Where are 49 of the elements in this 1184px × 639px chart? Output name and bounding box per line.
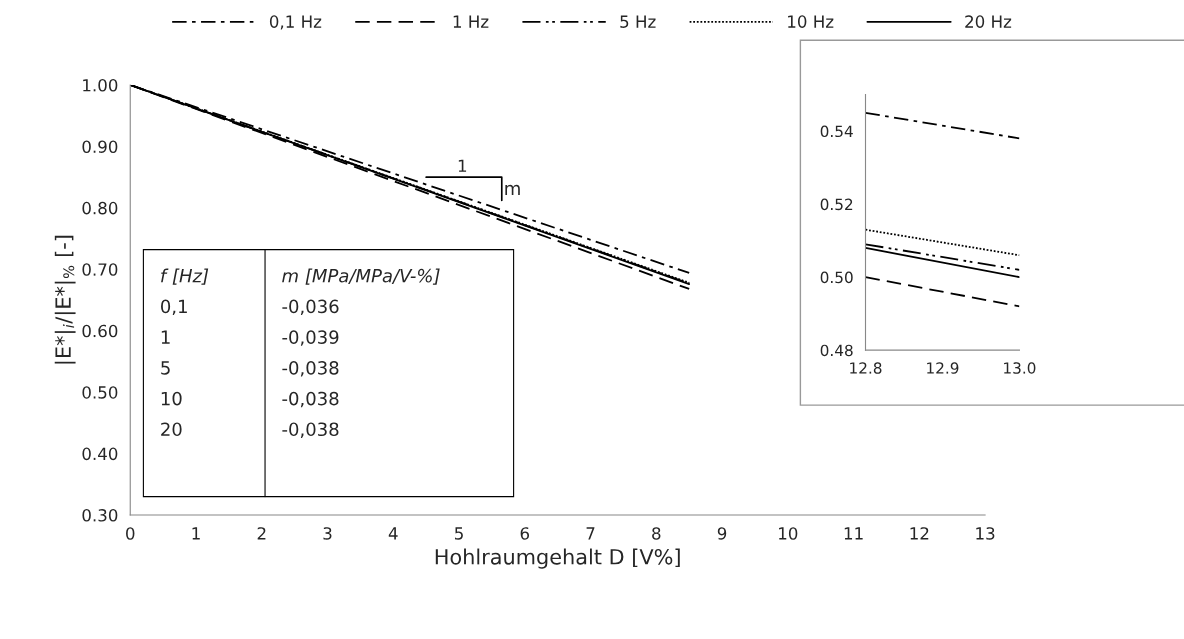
x-tick-label: 5: [455, 527, 463, 540]
x-tick-label: 9: [717, 527, 727, 540]
x-tick-label: 7: [586, 527, 595, 540]
x-tick-label: 6: [520, 527, 530, 540]
x-tick-label: 2: [257, 527, 266, 540]
x-axis-title: Hohlraumgehalt D [V%]: [435, 548, 680, 569]
x-tick-label: 3: [323, 527, 332, 540]
y-tick-label: 0.50: [820, 271, 853, 284]
x-tick-label: 13: [976, 527, 995, 540]
legend-label: 20 Hz: [965, 15, 1012, 28]
x-tick-label: 4: [388, 527, 398, 540]
annotation: -0,038: [282, 391, 339, 408]
legend-label: 10 Hz: [788, 15, 834, 28]
annotation: -0,036: [282, 299, 339, 316]
y-axis-title: |E*|$_{i}$/|E*|$_{%}$ [-]: [54, 235, 76, 364]
annotation: -0,038: [282, 361, 339, 377]
y-tick-label: 0.48: [820, 344, 853, 357]
legend-label: 5 Hz: [620, 15, 656, 28]
legend-label: 1 Hz: [453, 15, 489, 28]
x-tick-label: 1: [192, 527, 200, 540]
annotation: 10: [161, 391, 182, 406]
y-tick-label: 0.52: [820, 198, 853, 211]
annotation: m: [505, 184, 520, 195]
x-tick-label: 12.8: [850, 362, 882, 374]
x-tick-label: 13.0: [1004, 362, 1036, 374]
x-tick-label: 12: [910, 527, 929, 540]
x-tick-label: 12.9: [927, 362, 959, 374]
y-tick-label: 0.60: [82, 324, 118, 338]
annotation: 1: [161, 330, 170, 344]
x-tick-label: 11: [844, 527, 863, 540]
annotation: 0,1: [161, 299, 187, 316]
x-tick-label: 10: [779, 527, 798, 540]
y-tick-label: 0.54: [820, 125, 853, 138]
annotation: -0,039: [282, 330, 339, 346]
y-tick-label: 0.90: [82, 140, 118, 153]
y-tick-label: 0.80: [82, 201, 118, 215]
x-tick-label: 0: [126, 527, 135, 540]
annotation: 20: [161, 422, 182, 437]
annotation: m [MPa/MPa/V-%]: [282, 268, 440, 285]
y-tick-label: 0.30: [82, 509, 118, 522]
legend-label: 0,1 Hz: [269, 15, 322, 30]
annotation: 1: [458, 159, 467, 172]
y-tick-label: 0.50: [82, 386, 118, 399]
x-tick-label: 8: [652, 527, 661, 540]
y-tick-label: 0.70: [82, 263, 118, 276]
annotation: -0,038: [282, 422, 339, 438]
annotation: f [Hz]: [161, 268, 209, 285]
y-tick-label: 0.40: [82, 447, 118, 461]
y-tick-label: 1.00: [83, 78, 118, 92]
